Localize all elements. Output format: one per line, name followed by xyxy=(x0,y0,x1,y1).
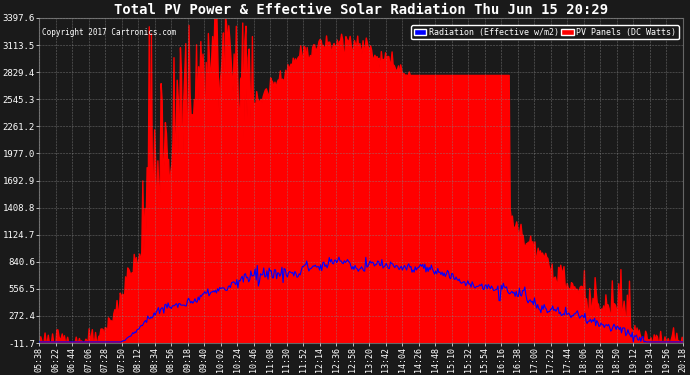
Text: Copyright 2017 Cartronics.com: Copyright 2017 Cartronics.com xyxy=(42,28,177,37)
Title: Total PV Power & Effective Solar Radiation Thu Jun 15 20:29: Total PV Power & Effective Solar Radiati… xyxy=(114,3,608,17)
Legend: Radiation (Effective w/m2), PV Panels (DC Watts): Radiation (Effective w/m2), PV Panels (D… xyxy=(411,26,678,39)
